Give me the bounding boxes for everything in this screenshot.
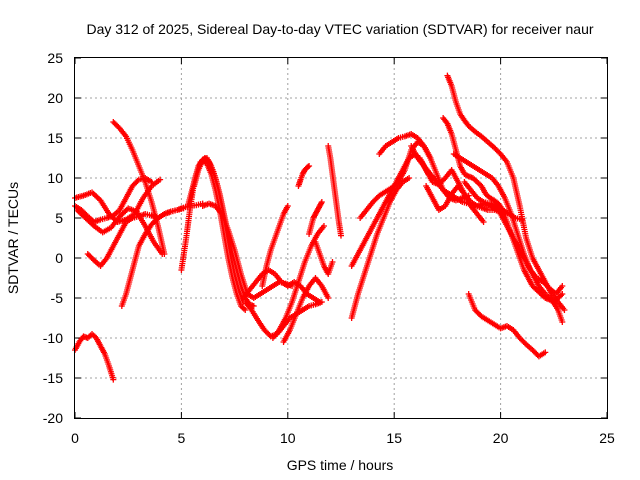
data-point [518, 216, 525, 223]
data-point [250, 303, 257, 309]
plot-frame [74, 57, 608, 419]
series-track-03 [74, 205, 166, 257]
x-tick-label: 10 [280, 430, 296, 446]
data-point [318, 200, 325, 207]
data-point [318, 299, 325, 305]
data-point [325, 295, 332, 301]
data-point [318, 199, 325, 205]
data-point [406, 175, 413, 181]
x-tick-label: 25 [599, 430, 615, 446]
series-track-32 [497, 211, 566, 325]
data-point [559, 291, 566, 297]
series-track-19 [325, 143, 344, 239]
x-tick-label: 0 [71, 430, 79, 446]
y-tick-label: 25 [47, 50, 63, 66]
series-track-31 [461, 179, 525, 223]
data-point [542, 349, 549, 356]
data-points [72, 72, 568, 383]
series-track-15 [269, 223, 327, 341]
x-tick-label: 15 [386, 430, 402, 446]
series-track-07 [72, 331, 117, 383]
data-point [110, 376, 117, 383]
y-tick-label: -20 [43, 410, 63, 426]
data-point [284, 203, 291, 209]
data-point [338, 232, 344, 239]
series-track-17 [295, 163, 313, 189]
data-point [561, 307, 568, 313]
series-track-14 [259, 203, 291, 289]
data-point [242, 307, 249, 313]
y-tick-label: -15 [43, 370, 63, 386]
data-point [559, 283, 566, 289]
series-track-16 [280, 275, 332, 345]
data-point [480, 219, 487, 225]
data-point [329, 259, 336, 265]
data-point [180, 205, 187, 212]
y-tick-label: 10 [47, 170, 63, 186]
series-track-21 [348, 175, 413, 321]
y-tick-label: 5 [55, 210, 63, 226]
x-tick-label: 20 [493, 430, 509, 446]
y-tick-label: 15 [47, 130, 63, 146]
x-tick-label: 5 [178, 430, 186, 446]
series-track-20 [312, 239, 336, 277]
data-point [559, 319, 566, 325]
data-point [305, 163, 312, 170]
series-track-05 [110, 119, 168, 257]
data-point [157, 176, 164, 183]
data-point [521, 340, 528, 347]
chart-title: Day 312 of 2025, Sidereal Day-to-day VTE… [86, 21, 593, 37]
series-track-18 [306, 199, 325, 237]
series-track-27 [423, 183, 487, 225]
data-point [134, 177, 141, 184]
data-point [161, 251, 168, 257]
data-point [320, 223, 327, 229]
series-track-33 [465, 291, 549, 360]
data-point [545, 284, 552, 291]
y-tick-label: -5 [51, 290, 64, 306]
y-tick-label: 0 [55, 250, 63, 266]
y-tick-label: 20 [47, 90, 63, 106]
data-point [306, 163, 313, 169]
series-track-06 [118, 205, 187, 309]
data-point [89, 256, 96, 263]
y-axis-label: SDTVAR / TECUs [5, 182, 21, 294]
y-tick-label: -10 [43, 330, 63, 346]
x-axis-label: GPS time / hours [287, 457, 394, 473]
